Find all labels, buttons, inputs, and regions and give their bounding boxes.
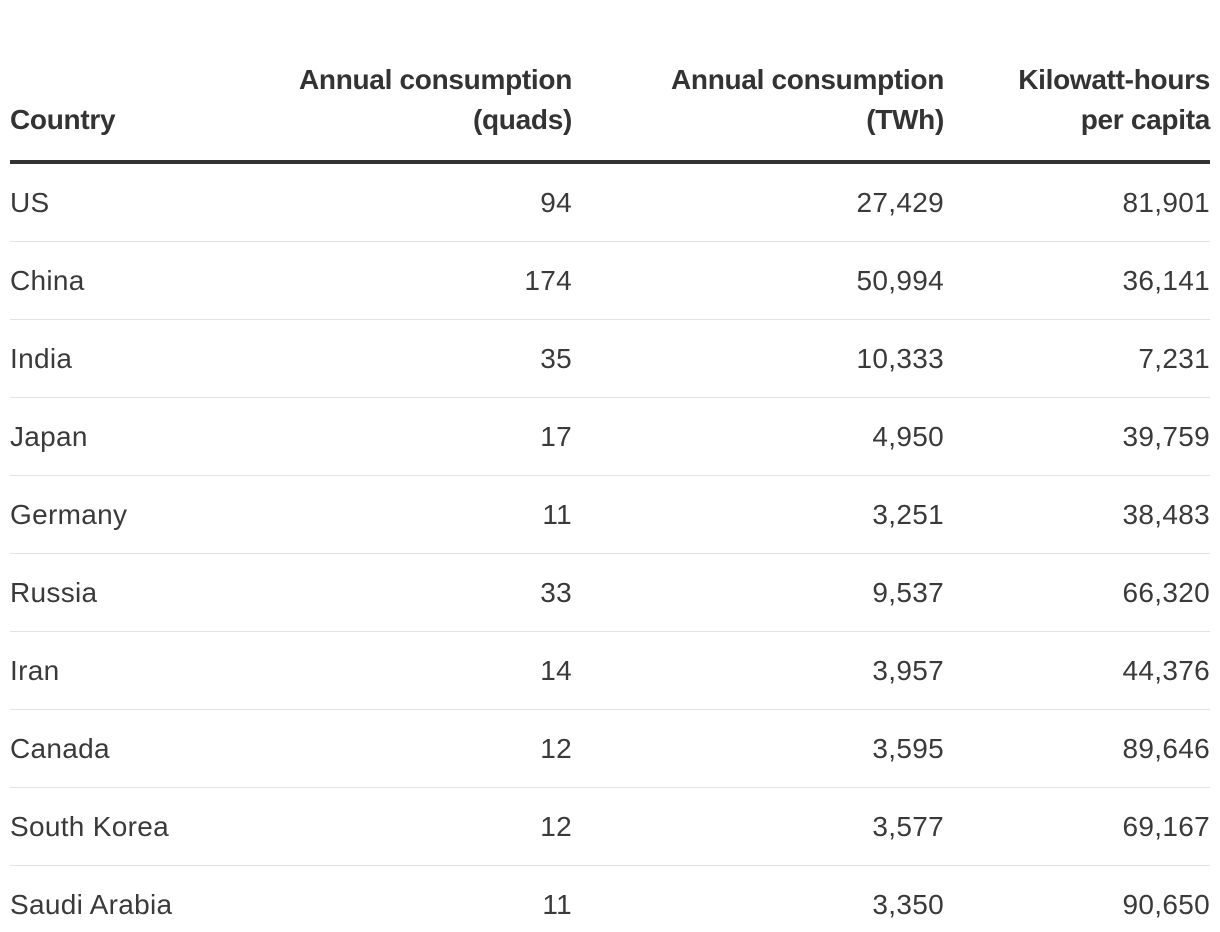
header-country: Country	[10, 0, 270, 164]
header-country-line-1: Country	[10, 104, 116, 135]
cell-quads: 17	[270, 397, 572, 476]
table-body: US 94 27,429 81,901 China 174 50,994 36,…	[10, 162, 1210, 932]
cell-per-capita: 7,231	[944, 319, 1210, 398]
cell-per-capita: 36,141	[944, 241, 1210, 320]
cell-per-capita: 69,167	[944, 787, 1210, 866]
cell-twh: 27,429	[572, 162, 944, 242]
cell-country: South Korea	[10, 787, 270, 866]
cell-twh: 10,333	[572, 319, 944, 398]
cell-quads: 33	[270, 553, 572, 632]
cell-country: Russia	[10, 553, 270, 632]
header-kwh-per-capita: Kilowatt-hours per capita	[944, 0, 1211, 164]
cell-per-capita: 90,650	[1122, 888, 1210, 920]
table-row: China 174 50,994 36,141	[10, 241, 1210, 320]
cell-twh: 3,350	[872, 888, 944, 920]
cell-country: Japan	[10, 397, 270, 476]
cell-twh: 3,957	[572, 631, 944, 710]
header-twh-line-1: Annual consumption	[670, 64, 944, 95]
table-row: Saudi Arabia 11 3,350 90,650	[10, 866, 1210, 932]
header-annual-consumption-quads: Annual consumption (quads)	[270, 0, 572, 164]
cell-quads: 11	[542, 888, 572, 920]
table-row: Iran 14 3,957 44,376	[10, 631, 1210, 710]
header-twh-line-2: (TWh)	[866, 104, 944, 135]
cell-twh: 3,577	[572, 787, 944, 866]
table-row: Germany 11 3,251 38,483	[10, 475, 1210, 554]
cell-per-capita: 44,376	[944, 631, 1210, 710]
header-per-capita-line-1: Kilowatt-hours	[1018, 64, 1210, 95]
table-row: Russia 33 9,537 66,320	[10, 553, 1210, 632]
table-row: India 35 10,333 7,231	[10, 319, 1210, 398]
header-annual-consumption-twh: Annual consumption (TWh)	[572, 0, 944, 164]
cell-country: India	[10, 319, 270, 398]
cell-quads: 12	[270, 709, 572, 788]
cell-twh: 3,251	[572, 475, 944, 554]
table-header: Country Annual consumption (quads) Annua…	[10, 0, 1211, 164]
cell-country: US	[10, 162, 270, 242]
cell-twh: 9,537	[572, 553, 944, 632]
table-row: South Korea 12 3,577 69,167	[10, 787, 1210, 866]
cell-quads: 35	[270, 319, 572, 398]
cell-per-capita: 38,483	[944, 475, 1210, 554]
cell-quads: 94	[270, 162, 572, 242]
cell-country: Germany	[10, 475, 270, 554]
cell-country: Iran	[10, 631, 270, 710]
header-per-capita-line-2: per capita	[1080, 104, 1211, 135]
header-quads-line-1: Annual consumption	[298, 64, 572, 95]
cell-country: Saudi Arabia	[10, 888, 173, 920]
cell-quads: 12	[270, 787, 572, 866]
cell-twh: 3,595	[572, 709, 944, 788]
cell-per-capita: 89,646	[944, 709, 1210, 788]
table-row: US 94 27,429 81,901	[10, 162, 1210, 242]
header-quads-line-2: (quads)	[472, 104, 572, 135]
cell-country: China	[10, 241, 270, 320]
cell-twh: 50,994	[572, 241, 944, 320]
cell-per-capita: 39,759	[944, 397, 1210, 476]
cell-per-capita: 66,320	[944, 553, 1210, 632]
cell-quads: 174	[270, 241, 572, 320]
energy-consumption-table-container: Country Annual consumption (quads) Annua…	[10, 0, 1210, 932]
cell-country: Canada	[10, 709, 270, 788]
table-row: Canada 12 3,595 89,646	[10, 709, 1210, 788]
header-row: Country Annual consumption (quads) Annua…	[10, 0, 1211, 164]
cell-per-capita: 81,901	[944, 162, 1210, 242]
cell-quads: 11	[270, 475, 572, 554]
cell-twh: 4,950	[572, 397, 944, 476]
cell-quads: 14	[270, 631, 572, 710]
energy-consumption-table: Country Annual consumption (quads) Annua…	[10, 0, 1210, 932]
table-row: Japan 17 4,950 39,759	[10, 397, 1210, 476]
